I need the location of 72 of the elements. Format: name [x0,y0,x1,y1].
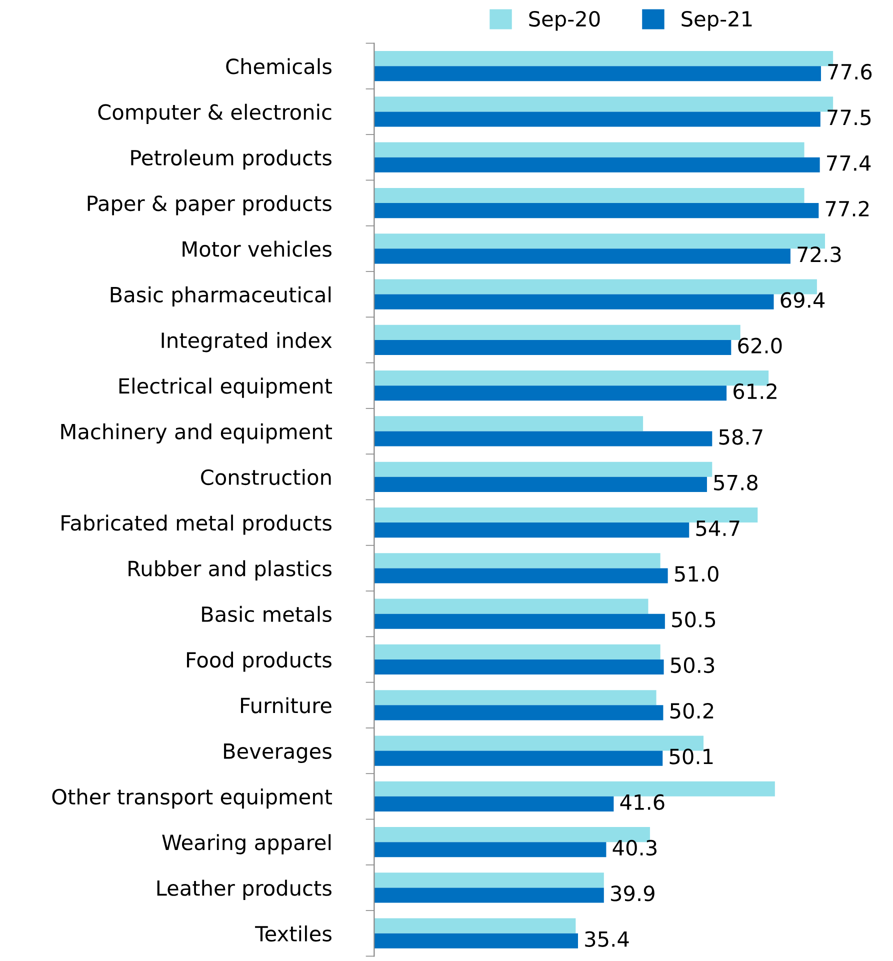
y-tick-label: Electrical equipment [119,378,332,398]
bar [374,188,804,204]
y-tick-label: Computer & electronic [98,104,332,124]
bar [374,431,712,446]
data-label: 57.8 [714,474,758,490]
y-tick-label: Furniture [241,697,332,714]
bar [374,705,664,720]
data-label: 69.4 [780,292,825,308]
bar [374,294,774,310]
y-tick-label: Basic pharmaceutical [110,286,331,307]
data-label: 72.3 [798,246,841,262]
data-label: 51.0 [674,566,718,582]
bar [374,933,578,948]
bar [374,522,690,538]
bar [374,598,648,614]
bar [374,918,576,934]
bar [374,750,663,766]
y-tick-label: Motor vehicles [182,240,332,257]
bar [374,568,668,584]
legend-label: Sep-21 [682,10,752,31]
bar [374,614,665,629]
data-label: 50.3 [670,657,714,674]
y-tick-label: Other transport equipment [52,788,332,809]
y-tick-label: Chemicals [226,58,332,74]
y-tick-label: Rubber and plastics [128,560,332,580]
bar [374,842,606,858]
y-tick-label: Basic metals [202,606,332,622]
data-label: 41.6 [620,794,664,810]
bar [374,888,604,903]
bar [374,142,804,158]
y-tick-label: Integrated index [162,332,332,352]
y-tick-label: Food products [187,652,332,672]
data-label: 50.2 [670,702,714,719]
y-tick-label: Construction [201,468,331,486]
legend-label: Sep-20 [529,10,600,31]
y-tick-label: Machinery and equipment [61,423,332,444]
bar [374,157,820,172]
bar [374,644,660,660]
bar [374,386,727,401]
bar [374,66,821,82]
bar [374,690,656,706]
y-tick-label: Beverages [224,744,332,764]
data-label: 77.6 [828,64,872,80]
bar [374,416,644,432]
bar [374,553,660,568]
y-tick-label: Fabricated metal products [62,514,332,535]
data-label: 58.7 [719,429,762,445]
bar [374,112,820,127]
bar [374,659,664,675]
bar [374,203,819,218]
data-label: 54.7 [696,520,740,536]
data-label: 50.5 [672,612,716,628]
bar [374,340,732,356]
y-tick-label: Textiles [255,925,332,942]
data-label: 77.5 [828,110,871,126]
bar [374,476,707,492]
y-tick-label: Petroleum products [131,149,332,170]
bar [374,462,712,477]
data-label: 62.0 [738,338,782,354]
data-label: 40.3 [612,840,656,856]
y-tick-label: Wearing apparel [162,834,331,854]
bar [374,248,790,264]
data-label: 77.4 [827,155,871,171]
y-tick-label: Leather products [157,880,332,900]
data-label: 39.9 [611,886,654,902]
bar [374,872,604,888]
data-label: 50.1 [670,748,713,764]
data-label: 61.2 [734,383,776,400]
bar [374,796,614,812]
data-label: 77.2 [826,200,869,216]
y-tick-label: Paper & paper products [88,195,332,216]
data-label: 35.4 [585,931,629,947]
